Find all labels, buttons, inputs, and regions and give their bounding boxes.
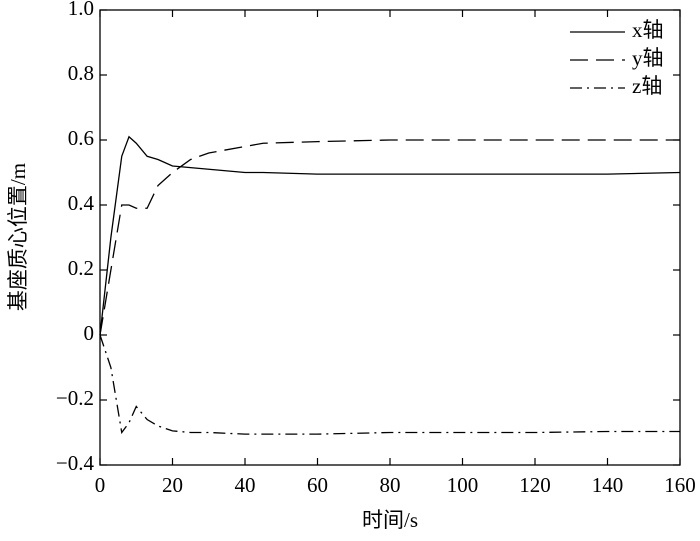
x-tick-label: 60: [307, 473, 328, 497]
legend-label: x轴: [632, 18, 664, 42]
y-tick-label: 0.6: [68, 126, 94, 150]
x-tick-label: 0: [95, 473, 106, 497]
legend-label: z轴: [632, 74, 662, 98]
series-line: [99, 334, 680, 435]
x-axis-label: 时间/s: [362, 508, 418, 532]
series-line: [99, 135, 681, 336]
x-tick-label: 140: [592, 473, 624, 497]
legend-label: y轴: [632, 46, 664, 70]
y-tick-label: 0.2: [68, 256, 94, 280]
y-tick-label: 0: [84, 321, 95, 345]
series-line: [99, 139, 680, 336]
y-tick-label: 1.0: [68, 0, 94, 20]
y-axis-label: 基座质心位置/m: [6, 163, 30, 311]
y-tick-label: 0.8: [68, 61, 94, 85]
y-tick-label: −0.2: [56, 386, 94, 410]
x-tick-label: 100: [447, 473, 479, 497]
x-tick-label: 40: [235, 473, 256, 497]
x-tick-label: 20: [162, 473, 183, 497]
x-tick-label: 120: [519, 473, 551, 497]
plot-frame: [99, 9, 681, 466]
y-tick-label: 0.4: [68, 191, 95, 215]
x-tick-label: 160: [664, 473, 696, 497]
x-tick-label: 80: [380, 473, 401, 497]
y-tick-label: −0.4: [56, 451, 95, 475]
